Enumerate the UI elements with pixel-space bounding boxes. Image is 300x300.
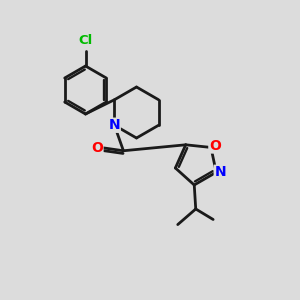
Text: Cl: Cl: [78, 34, 93, 46]
Text: N: N: [109, 118, 120, 132]
Text: O: O: [209, 139, 221, 153]
Text: N: N: [214, 165, 226, 179]
Text: O: O: [91, 141, 103, 155]
